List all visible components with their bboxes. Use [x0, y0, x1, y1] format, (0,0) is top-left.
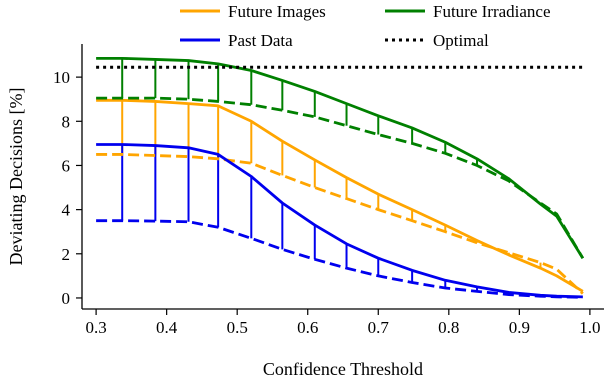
future-irradiance-line: [96, 56, 585, 259]
x-tick-label: 0.3: [85, 318, 106, 337]
future-images-dashed-line: [96, 153, 584, 295]
y-tick-label: 6: [62, 156, 71, 175]
x-tick-label: 0.4: [156, 318, 178, 337]
past-data-line: [96, 143, 583, 299]
y-tick-label: 0: [62, 289, 71, 308]
future-irradiance-dashed-line: [96, 96, 585, 259]
axes: [81, 44, 604, 310]
x-tick-label: 0.8: [438, 318, 459, 337]
x-tick-label: 0.9: [509, 318, 530, 337]
x-axis-label: Confidence Threshold: [263, 359, 423, 379]
optimal-legend-label: Optimal: [433, 31, 489, 50]
ticks: 0.3 0.4 0.5 0.6 0.7 0.8 0.9 1.0 0 2 4 6 8 10: [53, 68, 601, 337]
past-data-legend-label: Past Data: [228, 31, 293, 50]
y-tick-label: 8: [62, 112, 71, 131]
y-tick-label: 10: [53, 68, 70, 87]
past-data-dashed-line: [96, 219, 583, 299]
y-tick-label: 4: [62, 201, 71, 220]
y-tick-label: 2: [62, 245, 71, 264]
future-images-line: [96, 98, 584, 293]
series-layer: [96, 56, 585, 299]
x-tick-label: 0.5: [227, 318, 248, 337]
x-tick-label: 1.0: [579, 318, 600, 337]
future-images-legend-label: Future Images: [228, 2, 326, 21]
future-irradiance-legend-label: Future Irradiance: [433, 2, 551, 21]
legend: Future Images Future Irradiance Past Data O…: [180, 2, 551, 50]
y-axis-label: Deviating Decisions [%]: [6, 88, 26, 266]
x-tick-label: 0.7: [368, 318, 390, 337]
x-tick-label: 0.6: [297, 318, 318, 337]
